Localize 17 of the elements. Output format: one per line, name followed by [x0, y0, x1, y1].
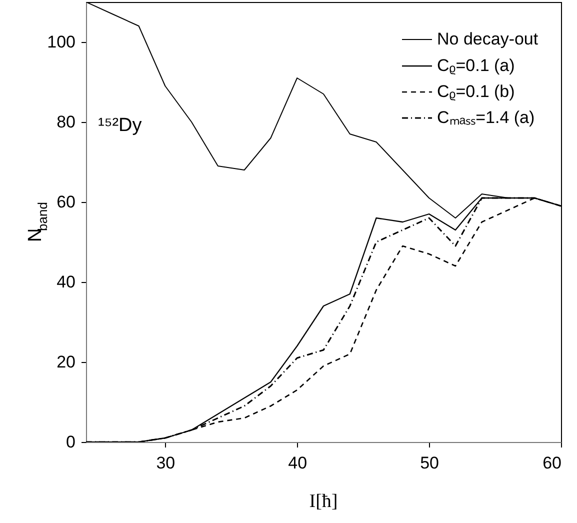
x-axis-title: I[ħ]	[309, 491, 338, 512]
y-tick-label: 0	[66, 432, 76, 452]
annotation: ¹⁵²Dy	[98, 115, 142, 136]
x-tick-label: 50	[420, 454, 440, 472]
legend-label: Cᵨ=0.1 (b)	[437, 82, 515, 101]
y-tick-label: 60	[56, 192, 76, 212]
y-tick-label: 40	[56, 272, 76, 292]
x-tick-label: 40	[288, 454, 308, 472]
x-tick-label: 30	[156, 454, 176, 472]
y-tick-label: 20	[56, 352, 76, 372]
y-tick-label: 80	[56, 112, 76, 132]
x-tick-label: 60	[542, 454, 562, 472]
legend-label: Cᵨ=0.1 (a)	[437, 56, 515, 75]
legend-label: Cₘₐₛₛ=1.4 (a)	[437, 108, 535, 127]
y-tick-label: 100	[47, 32, 76, 52]
legend-label: No decay-out	[437, 30, 538, 48]
y-axis-title: Nband	[25, 202, 50, 242]
